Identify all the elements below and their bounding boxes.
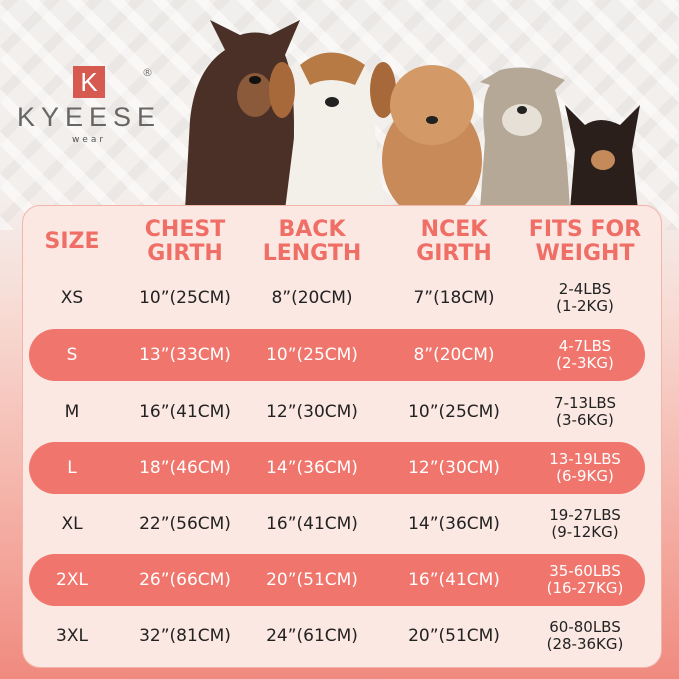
weight-kg: (2-3KG)	[556, 354, 614, 372]
cell-back: 14”(36CM)	[266, 457, 358, 478]
table-row: L 18”(46CM) 14”(36CM) 12”(30CM) 13-19LBS (6-9…	[29, 442, 645, 494]
table-row: XS 10”(25CM) 8”(20CM) 7”(18CM) 2-4LBS (1-2KG)	[29, 272, 645, 324]
cell-neck: 8”(20CM)	[413, 344, 495, 365]
size-chart-table: SIZE CHEST GIRTH BACK LENGTH NCEK GIRTH FITS FO…	[22, 205, 662, 668]
header-line: GIRTH	[416, 241, 492, 266]
header-line: BACK	[278, 217, 346, 242]
poodle	[382, 65, 482, 210]
header-line: SIZE	[44, 229, 100, 254]
table-row: 3XL 32”(81CM) 24”(61CM) 20”(51CM) 60-80LBS (2…	[29, 610, 645, 662]
weight-lbs: 13-19LBS	[549, 450, 621, 468]
weight-kg: (3-6KG)	[556, 411, 614, 429]
cell-back: 12”(30CM)	[266, 401, 358, 422]
weight-lbs: 19-27LBS	[549, 506, 621, 524]
cell-size: L	[67, 457, 77, 478]
brand-logo: ® K KYEESE wear	[14, 66, 164, 145]
cell-chest: 26”(66CM)	[139, 569, 231, 590]
cell-back: 24”(61CM)	[266, 625, 358, 646]
cell-back: 20”(51CM)	[266, 569, 358, 590]
doberman	[185, 20, 300, 210]
header-chest-girth: CHEST GIRTH	[145, 218, 225, 266]
table-row: XL 22”(56CM) 16”(41CM) 14”(36CM) 19-27LBS (9-…	[29, 498, 645, 550]
header-line: GIRTH	[147, 241, 223, 266]
cell-weight: 35-60LBS (16-27KG)	[547, 563, 624, 597]
cell-size: XS	[60, 287, 84, 308]
weight-lbs: 35-60LBS	[549, 562, 621, 580]
header-line: CHEST	[144, 217, 226, 242]
cell-chest: 18”(46CM)	[139, 457, 231, 478]
header-size: SIZE	[44, 230, 99, 254]
cell-size: 3XL	[56, 625, 88, 646]
table-header: SIZE CHEST GIRTH BACK LENGTH NCEK GIRTH FITS FO…	[29, 216, 645, 268]
weight-lbs: 7-13LBS	[554, 394, 616, 412]
cell-chest: 13”(33CM)	[139, 344, 231, 365]
cell-neck: 14”(36CM)	[408, 513, 500, 534]
header-line: FITS FOR	[528, 217, 642, 242]
chihuahua	[565, 105, 640, 210]
cell-weight: 4-7LBS (2-3KG)	[556, 338, 614, 372]
table-row: M 16”(41CM) 12”(30CM) 10”(25CM) 7-13LBS (3-6K…	[29, 386, 645, 438]
weight-lbs: 60-80LBS	[549, 618, 621, 636]
weight-lbs: 4-7LBS	[558, 337, 612, 355]
header-line: LENGTH	[262, 241, 362, 266]
cell-neck: 7”(18CM)	[413, 287, 495, 308]
cell-size: XL	[61, 513, 83, 534]
cell-weight: 60-80LBS (28-36KG)	[547, 619, 624, 653]
weight-kg: (9-12KG)	[551, 523, 619, 541]
cell-neck: 12”(30CM)	[408, 457, 500, 478]
table-row: S 13”(33CM) 10”(25CM) 8”(20CM) 4-7LBS (2-3KG)	[29, 329, 645, 381]
cell-weight: 19-27LBS (9-12KG)	[549, 507, 621, 541]
weight-kg: (6-9KG)	[556, 467, 614, 485]
weight-kg: (16-27KG)	[546, 579, 624, 597]
cell-neck: 10”(25CM)	[408, 401, 500, 422]
cell-weight: 13-19LBS (6-9KG)	[549, 451, 621, 485]
header-weight: FITS FOR WEIGHT	[529, 218, 641, 266]
cell-chest: 16”(41CM)	[139, 401, 231, 422]
beagle	[269, 52, 396, 210]
cell-size: 2XL	[56, 569, 88, 590]
schnauzer	[480, 67, 570, 210]
weight-lbs: 2-4LBS	[558, 280, 612, 298]
header-back-length: BACK LENGTH	[263, 218, 362, 266]
cell-weight: 7-13LBS (3-6KG)	[554, 395, 616, 429]
cell-size: M	[64, 401, 80, 422]
cell-back: 10”(25CM)	[266, 344, 358, 365]
cell-size: S	[66, 344, 78, 365]
cell-back: 8”(20CM)	[271, 287, 353, 308]
weight-kg: (1-2KG)	[556, 297, 614, 315]
brand-name: KYEESE	[16, 102, 162, 132]
cell-chest: 10”(25CM)	[139, 287, 231, 308]
cell-neck: 16”(41CM)	[408, 569, 500, 590]
cell-chest: 22”(56CM)	[139, 513, 231, 534]
cell-chest: 32”(81CM)	[139, 625, 231, 646]
weight-kg: (28-36KG)	[546, 635, 624, 653]
dogs-photo	[185, 20, 640, 210]
cell-back: 16”(41CM)	[266, 513, 358, 534]
cell-weight: 2-4LBS (1-2KG)	[556, 281, 614, 315]
header-line: WEIGHT	[535, 241, 635, 266]
registered-mark: ®	[142, 66, 153, 79]
brand-sub: wear	[71, 135, 107, 145]
table-row: 2XL 26”(66CM) 20”(51CM) 16”(41CM) 35-60LBS (1…	[29, 554, 645, 606]
logo-mark: K	[73, 66, 105, 98]
header-neck-girth: NCEK GIRTH	[416, 218, 492, 266]
cell-neck: 20”(51CM)	[408, 625, 500, 646]
header-line: NCEK	[420, 217, 488, 242]
